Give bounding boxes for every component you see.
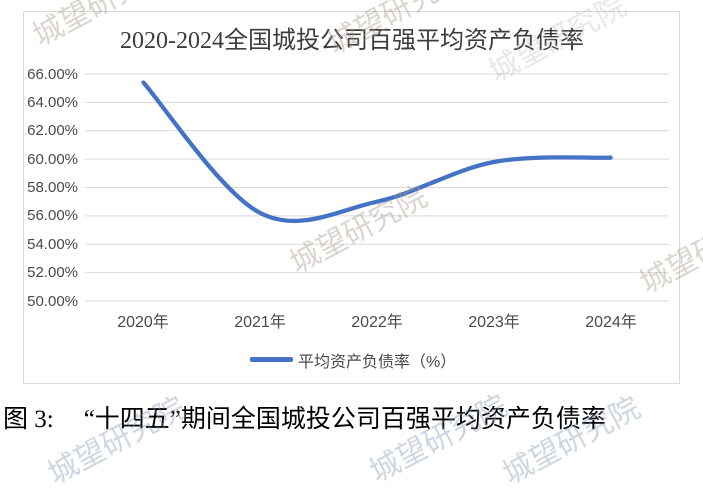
y-axis-tick-label: 66.00% bbox=[27, 66, 78, 83]
y-axis-tick-label: 64.00% bbox=[27, 94, 78, 111]
y-axis-tick-label: 58.00% bbox=[27, 179, 78, 196]
report-page: { "watermark_text": "城望研究院", "chart": { … bbox=[3, 0, 703, 491]
y-axis-tick-label: 62.00% bbox=[27, 122, 78, 139]
x-axis-tick-label: 2023年 bbox=[468, 314, 520, 331]
figure-caption: 图 3: “十四五”期间全国城投公司百强平均资产负债率 bbox=[3, 399, 703, 435]
x-axis-tick-label: 2024年 bbox=[585, 314, 637, 331]
x-axis-tick-label: 2020年 bbox=[117, 314, 169, 331]
y-axis-tick-label: 60.00% bbox=[27, 151, 78, 168]
x-axis-tick-label: 2022年 bbox=[351, 314, 403, 331]
chart-title: 2020-2024全国城投公司百强平均资产负债率 bbox=[120, 28, 584, 54]
legend-line-marker-icon bbox=[250, 357, 293, 362]
y-axis-tick-label: 56.00% bbox=[27, 207, 78, 224]
figure-caption-text: “十四五”期间全国城投公司百强平均资产负债率 bbox=[83, 406, 606, 433]
x-axis-tick-label: 2021年 bbox=[234, 314, 286, 331]
y-axis-tick-label: 52.00% bbox=[27, 264, 78, 281]
chart-legend: 平均资产负债率（%） bbox=[250, 350, 457, 371]
y-axis-tick-label: 50.00% bbox=[27, 293, 78, 310]
y-axis-tick-label: 54.00% bbox=[27, 236, 78, 253]
legend-series-label: 平均资产负债率（%） bbox=[298, 353, 457, 371]
figure-caption-number: 图 3: bbox=[3, 406, 54, 433]
watermark-text: 城望研究院 bbox=[364, 389, 513, 489]
